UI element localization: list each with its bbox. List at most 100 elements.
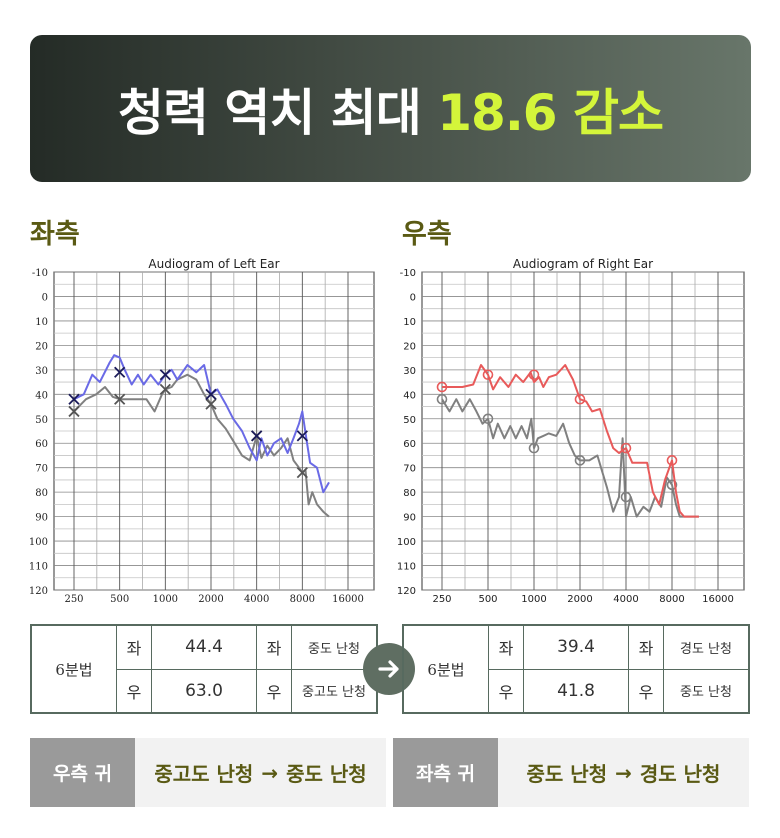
- y-tick-label: 110: [397, 562, 416, 573]
- x-tick-label: 4000: [613, 594, 638, 605]
- y-tick-label: 90: [403, 513, 416, 524]
- y-tick-label: 90: [35, 513, 48, 524]
- side-cell: 좌: [256, 624, 292, 670]
- y-tick-label: 120: [397, 586, 416, 597]
- y-tick-label: 60: [403, 439, 416, 450]
- right-audiogram-svg: Audiogram of Right Ear -10 0 10 20 30 40 50 60 70…: [397, 257, 745, 605]
- y-tick-label: 0: [410, 292, 416, 303]
- chart-title: Audiogram of Left Ear: [148, 257, 279, 271]
- arrow-right-icon: [378, 660, 399, 678]
- after-series-line: [442, 364, 699, 518]
- x-tick-label: 500: [110, 594, 129, 605]
- summary-arrow: →: [615, 760, 632, 785]
- x-marker: [296, 430, 308, 442]
- y-tick-label: 60: [35, 439, 48, 450]
- y-tick-label: 120: [29, 586, 48, 597]
- summary-to: 중도 난청: [286, 762, 367, 786]
- x-tick-label: 1000: [521, 594, 546, 605]
- y-tick-label: 80: [403, 488, 416, 499]
- x-tick-label: 250: [432, 594, 451, 605]
- x-marker: [68, 405, 80, 418]
- y-tick-label: -10: [32, 268, 48, 279]
- x-marker: [68, 393, 80, 405]
- x-tick-label: 8000: [290, 594, 315, 605]
- summary-text: 중고도 난청 → 중도 난청: [135, 758, 386, 787]
- right-ear-label: 우측: [402, 219, 452, 250]
- o-marker: [574, 393, 586, 405]
- value-cell: 44.4: [151, 624, 257, 670]
- summary-to: 경도 난청: [639, 762, 721, 786]
- summary-tag: 우측 귀: [30, 738, 135, 807]
- x-marker: [159, 369, 171, 381]
- y-tick-label: -10: [400, 268, 416, 279]
- chart-title: Audiogram of Right Ear: [513, 257, 653, 271]
- headline-highlight: 18.6 감소: [437, 83, 664, 142]
- x-marker: [251, 430, 263, 442]
- x-tick-label: 250: [64, 594, 83, 605]
- side-cell: 우: [628, 668, 664, 714]
- x-marker: [205, 398, 217, 410]
- headline: 청력 역치 최대 18.6 감소: [117, 73, 664, 145]
- left-ear-summary: 좌측 귀 중도 난청 → 경도 난청: [393, 738, 749, 807]
- x-tick-label: 1000: [153, 594, 178, 605]
- y-tick-label: 50: [35, 415, 48, 426]
- headline-banner: 청력 역치 최대 18.6 감소: [30, 35, 751, 182]
- o-marker: [528, 442, 540, 454]
- side-cell: 우: [116, 668, 152, 714]
- o-marker: [482, 413, 494, 425]
- value-cell: 41.8: [523, 668, 629, 714]
- x-tick-label: 2000: [567, 594, 592, 605]
- x-marker: [114, 366, 126, 378]
- o-marker: [482, 369, 494, 381]
- headline-prefix: 청력 역치 최대: [117, 83, 422, 142]
- summary-text: 중도 난청 → 경도 난청: [498, 758, 749, 787]
- y-tick-label: 10: [35, 317, 48, 328]
- grade-cell: 경도 난청: [663, 624, 750, 670]
- y-tick-label: 40: [403, 390, 416, 401]
- y-tick-label: 30: [35, 366, 48, 377]
- summary-from: 중도 난청: [526, 762, 608, 786]
- summary-from: 중고도 난청: [154, 762, 254, 786]
- side-cell: 좌: [116, 624, 152, 670]
- method-label: 6분법: [402, 624, 489, 714]
- y-tick-label: 80: [35, 488, 48, 499]
- x-tick-label: 8000: [659, 594, 684, 605]
- side-cell: 우: [256, 668, 292, 714]
- o-marker: [574, 455, 586, 466]
- grade-cell: 중도 난청: [663, 668, 750, 714]
- side-cell: 좌: [628, 624, 664, 670]
- left-audiogram: Audiogram of Left Ear -10 0 10 20 30 40 50 60 70 8…: [28, 255, 378, 605]
- y-tick-label: 100: [397, 537, 416, 548]
- o-marker: [620, 442, 632, 454]
- o-marker: [620, 491, 632, 503]
- y-tick-label: 40: [35, 390, 48, 401]
- x-tick-label: 16000: [702, 594, 734, 605]
- o-marker: [436, 393, 448, 405]
- x-marker: [205, 388, 217, 400]
- y-tick-label: 100: [29, 537, 48, 548]
- y-tick-label: 50: [403, 415, 416, 426]
- y-tick-label: 10: [403, 317, 416, 328]
- right-audiogram: Audiogram of Right Ear -10 0 10 20 30 40 50 60 70…: [396, 255, 750, 605]
- summary-arrow: →: [261, 760, 279, 785]
- x-tick-label: 4000: [244, 594, 269, 605]
- x-marker: [159, 383, 171, 396]
- y-tick-label: 20: [403, 341, 416, 352]
- x-tick-label: 2000: [198, 594, 223, 605]
- summary-tag: 좌측 귀: [393, 738, 498, 807]
- x-marker: [114, 393, 126, 405]
- o-marker: [528, 369, 540, 381]
- o-marker: [436, 381, 448, 393]
- y-tick-label: 0: [42, 292, 48, 303]
- y-tick-label: 70: [35, 464, 48, 475]
- o-marker: [666, 455, 678, 466]
- value-cell: 39.4: [523, 624, 629, 670]
- right-result-table: 6분법 좌 39.4 좌 경도 난청 우 41.8 우 중도 난청: [402, 624, 750, 714]
- right-ear-summary: 우측 귀 중고도 난청 → 중도 난청: [30, 738, 386, 807]
- side-cell: 좌: [488, 624, 524, 670]
- y-tick-label: 30: [403, 366, 416, 377]
- y-tick-label: 20: [35, 341, 48, 352]
- x-tick-label: 16000: [332, 594, 364, 605]
- x-tick-label: 500: [478, 594, 497, 605]
- left-result-table: 6분법 좌 44.4 좌 중도 난청 우 63.0 우 중고도 난청: [30, 624, 378, 714]
